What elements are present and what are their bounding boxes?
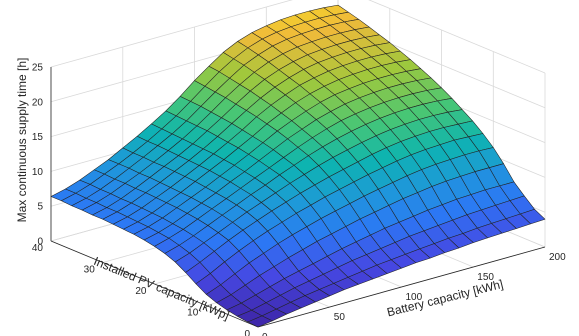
z-tick-label: 20 <box>32 97 44 108</box>
backwall-gridline-z <box>50 0 293 68</box>
y-tick-label: 20 <box>135 286 147 297</box>
x-tick-label: 200 <box>549 252 566 263</box>
surface-patch <box>247 315 273 328</box>
y-tick-label: 10 <box>187 308 199 319</box>
z-tick-label: 10 <box>32 167 44 178</box>
z-tick-label: 5 <box>37 202 43 213</box>
z-axis-label: Max continuous supply time [h] <box>15 58 29 223</box>
y-tick-label: 30 <box>84 265 96 276</box>
z-tick-label: 0 <box>37 237 43 248</box>
x-tick-label: 150 <box>477 272 494 283</box>
axes-lines <box>50 67 546 328</box>
y-tick-label: 40 <box>32 243 44 254</box>
tick-labels: 0510152025010203040050100150200 <box>32 63 566 336</box>
y-tick-label: 0 <box>244 329 250 336</box>
sidewall-gridline-z <box>368 0 546 74</box>
z-tick-label: 25 <box>32 63 44 74</box>
x-axis-line <box>257 246 546 328</box>
x-tick-label: 0 <box>262 332 268 336</box>
x-tick-label: 100 <box>406 292 423 303</box>
x-tick-label: 50 <box>334 312 346 323</box>
surface-mesh <box>50 4 546 328</box>
x-axis-label: Battery capacity [kWh] <box>385 277 504 319</box>
z-tick-label: 15 <box>32 132 44 143</box>
y-axis-line <box>50 240 259 328</box>
